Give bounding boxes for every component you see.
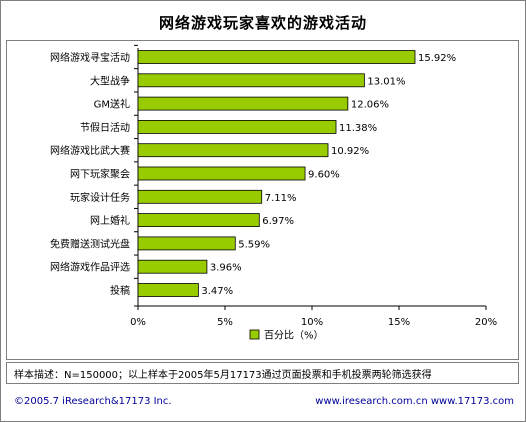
category-label: 节假日活动 [80,121,130,134]
value-label: 6.97% [262,216,294,227]
category-label: 投稿 [110,284,130,297]
category-label: 网络游戏寻宝活动 [50,51,130,64]
bar [137,73,365,88]
category-label: 网络游戏比武大赛 [50,144,130,157]
bar [137,259,208,274]
x-tick-label: 5% [217,317,233,328]
category-label: 网下玩家聚会 [70,168,130,181]
x-tick-label: 10% [301,317,323,328]
category-label: GM送礼 [94,98,130,111]
bar [137,96,349,111]
bar [137,213,260,228]
category-label: 网络游戏作品评选 [50,261,130,274]
bar [137,189,263,204]
sample-note: 样本描述：N=150000；以上样本于2005年5月17173通过页面投票和手机… [14,370,432,381]
legend-label: 百分比（%） [264,330,324,342]
copyright-text: ©2005.7 iResearch&17173 Inc. [14,396,172,407]
value-label: 11.38% [339,123,377,134]
site-links: www.iresearch.com.cn www.17173.com [315,396,514,407]
category-label: 玩家设计任务 [70,191,130,204]
x-tick-label: 15% [388,317,410,328]
bar [137,50,416,64]
bar [137,143,329,158]
x-tick-label: 20% [475,317,497,328]
legend-swatch [249,329,260,340]
value-label: 12.06% [351,100,389,111]
bar [137,120,337,134]
value-label: 7.11% [265,193,297,204]
category-label: 网上婚礼 [90,214,130,227]
value-label: 5.59% [238,239,270,250]
bar-chart: 网络游戏寻宝活动 15.92% 大型战争 13.01% GM送礼 12.06% 节假日活动 1… [50,44,497,342]
bar [137,166,306,181]
value-label: 3.47% [201,286,233,297]
value-label: 3.96% [210,263,242,274]
category-label: 免费赠送测试光盘 [50,237,130,250]
value-label: 13.01% [367,76,405,87]
category-label: 大型战争 [90,74,130,87]
value-label: 15.92% [418,53,456,64]
value-label: 9.60% [308,170,340,181]
x-tick-label: 0% [130,317,146,328]
bar [137,283,199,297]
bar [137,236,236,251]
chart-title: 网络游戏玩家喜欢的游戏活动 [158,14,367,32]
note-box [6,362,519,384]
value-label: 10.92% [331,146,369,157]
plot-area-border [6,40,519,360]
